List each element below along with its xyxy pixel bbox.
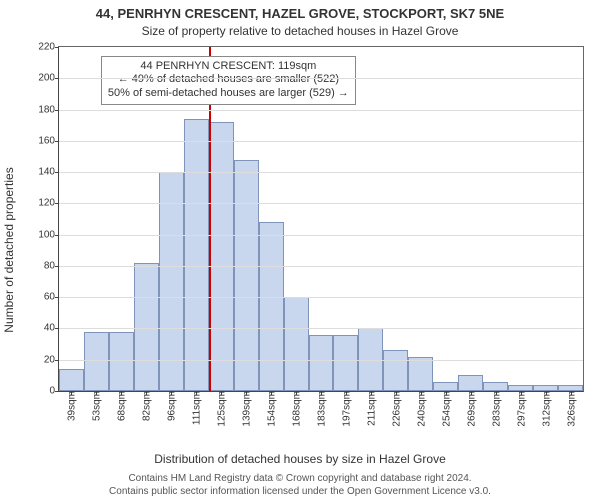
- bar: [84, 332, 109, 391]
- ytick-label: 200: [38, 73, 59, 84]
- xtick-label: 254sqm: [439, 391, 452, 427]
- ytick-label: 220: [38, 42, 59, 53]
- chart-title: 44, PENRHYN CRESCENT, HAZEL GROVE, STOCK…: [0, 6, 600, 21]
- bar: [333, 335, 358, 391]
- xtick-label: 269sqm: [464, 391, 477, 427]
- bar: [134, 263, 159, 391]
- footer-line-2: Contains public sector information licen…: [0, 486, 600, 499]
- bar: [483, 382, 508, 391]
- xtick-label: 197sqm: [339, 391, 352, 427]
- xtick-label: 96sqm: [165, 391, 178, 421]
- xtick-label: 283sqm: [489, 391, 502, 427]
- xtick-label: 39sqm: [65, 391, 78, 421]
- xtick-label: 168sqm: [290, 391, 303, 427]
- annotation-box: 44 PENRHYN CRESCENT: 119sqm← 49% of deta…: [101, 56, 356, 105]
- footer-line-1: Contains HM Land Registry data © Crown c…: [0, 473, 600, 486]
- gridline: [59, 203, 583, 204]
- ytick-label: 80: [44, 260, 59, 271]
- annotation-line: 50% of semi-detached houses are larger (…: [108, 87, 349, 101]
- xtick-label: 326sqm: [564, 391, 577, 427]
- xtick-label: 53sqm: [90, 391, 103, 421]
- xtick-label: 226sqm: [389, 391, 402, 427]
- bar: [284, 297, 309, 391]
- y-axis-label: Number of detached properties: [2, 167, 16, 332]
- x-axis-label: Distribution of detached houses by size …: [0, 452, 600, 466]
- gridline: [59, 235, 583, 236]
- bar: [259, 222, 284, 391]
- ytick-label: 0: [49, 386, 59, 397]
- annotation-line: 44 PENRHYN CRESCENT: 119sqm: [108, 60, 349, 74]
- footer-attribution: Contains HM Land Registry data © Crown c…: [0, 473, 600, 498]
- bar: [59, 369, 84, 391]
- ytick-label: 40: [44, 323, 59, 334]
- xtick-label: 68sqm: [115, 391, 128, 421]
- bar: [408, 357, 433, 391]
- ytick-label: 100: [38, 229, 59, 240]
- xtick-label: 125sqm: [215, 391, 228, 427]
- bar: [433, 382, 458, 391]
- ytick-label: 180: [38, 104, 59, 115]
- bar: [234, 160, 259, 391]
- annotation-line: ← 49% of detached houses are smaller (52…: [108, 73, 349, 87]
- bar: [458, 375, 483, 391]
- chart-subtitle: Size of property relative to detached ho…: [0, 24, 600, 38]
- xtick-label: 139sqm: [240, 391, 253, 427]
- gridline: [59, 110, 583, 111]
- bar: [159, 172, 184, 391]
- bar: [184, 119, 209, 391]
- ytick-label: 20: [44, 354, 59, 365]
- ytick-label: 60: [44, 292, 59, 303]
- xtick-label: 82sqm: [140, 391, 153, 421]
- gridline: [59, 360, 583, 361]
- gridline: [59, 328, 583, 329]
- xtick-label: 312sqm: [539, 391, 552, 427]
- plot-area: 44 PENRHYN CRESCENT: 119sqm← 49% of deta…: [58, 46, 584, 392]
- gridline: [59, 297, 583, 298]
- ytick-label: 140: [38, 167, 59, 178]
- bar: [109, 332, 134, 391]
- gridline: [59, 78, 583, 79]
- xtick-label: 211sqm: [364, 391, 377, 426]
- xtick-label: 240sqm: [414, 391, 427, 427]
- figure: 44, PENRHYN CRESCENT, HAZEL GROVE, STOCK…: [0, 0, 600, 500]
- ytick-label: 160: [38, 135, 59, 146]
- xtick-label: 154sqm: [265, 391, 278, 427]
- ytick-label: 120: [38, 198, 59, 209]
- bar: [309, 335, 334, 391]
- bar: [209, 122, 234, 391]
- xtick-label: 111sqm: [190, 391, 203, 425]
- bar: [383, 350, 408, 391]
- gridline: [59, 141, 583, 142]
- xtick-label: 183sqm: [315, 391, 328, 427]
- gridline: [59, 172, 583, 173]
- xtick-label: 297sqm: [514, 391, 527, 427]
- gridline: [59, 266, 583, 267]
